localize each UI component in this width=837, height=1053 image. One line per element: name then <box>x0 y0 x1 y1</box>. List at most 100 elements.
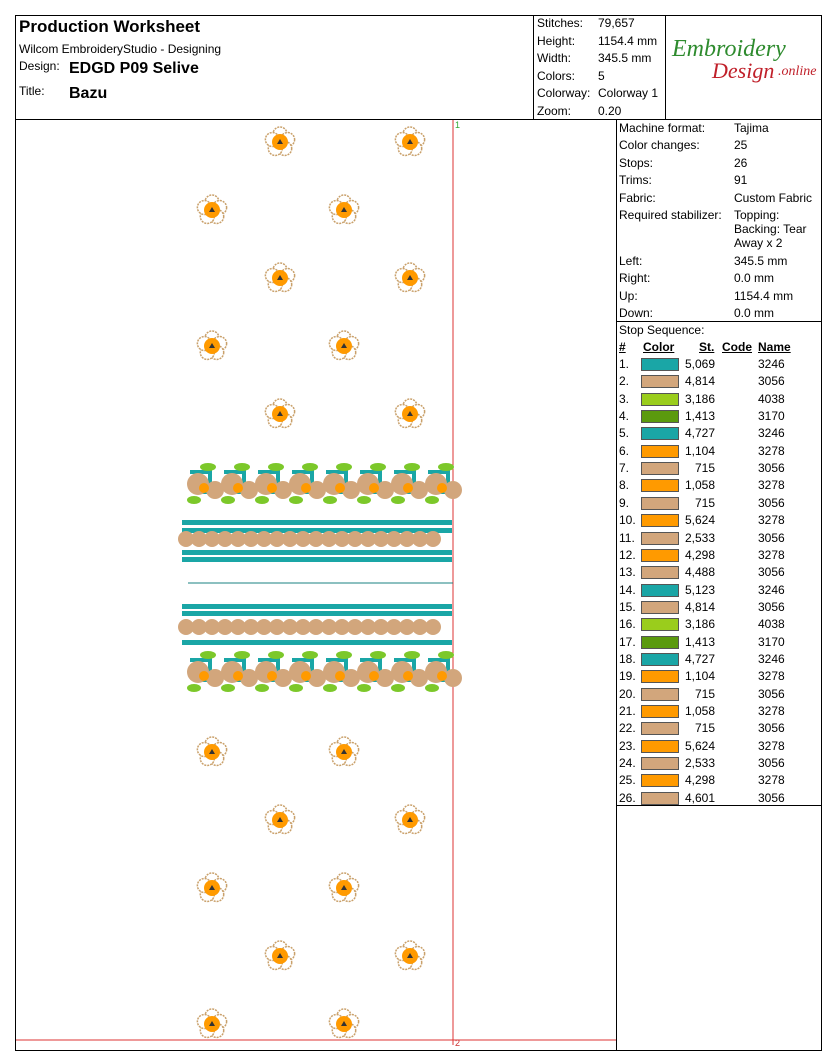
design-name: EDGD P09 Selive <box>69 60 199 77</box>
stitch-art <box>204 619 220 635</box>
stitch-count: 715 <box>694 686 715 701</box>
summary-value: 0.20 <box>598 103 622 118</box>
stitch-art <box>373 531 389 547</box>
thread-name: 3278 <box>758 478 785 493</box>
stitch-art <box>323 684 337 692</box>
section-heading: Stop Sequence: <box>619 323 705 337</box>
stitch-art <box>437 483 447 493</box>
color-swatch <box>641 462 679 476</box>
color-swatch <box>641 496 679 510</box>
info-value: 26 <box>734 155 748 170</box>
stitch-art <box>336 651 352 659</box>
row-number: 4. <box>619 409 630 424</box>
border <box>15 15 16 1051</box>
column-header: # <box>619 340 626 354</box>
logo: Design <box>712 58 775 83</box>
stitch-art <box>336 463 352 471</box>
color-swatch <box>641 670 679 684</box>
thread-name: 3246 <box>758 357 785 371</box>
stitch-count: 4,727 <box>684 651 715 666</box>
info-value: 91 <box>734 173 748 188</box>
stitch-count: 4,814 <box>684 599 715 614</box>
stitch-count: 2,533 <box>684 530 715 545</box>
summary-value: 1154.4 mm <box>598 33 658 48</box>
stitch-art <box>341 1021 347 1026</box>
stitch-art <box>289 496 303 504</box>
stitch-art <box>182 528 452 533</box>
stitch-art <box>321 619 337 635</box>
info-value: 345.5 mm <box>734 254 788 268</box>
row-number: 7. <box>619 461 630 476</box>
stitch-art <box>178 619 194 635</box>
stitch-art <box>412 531 428 547</box>
title: Production Worksheet <box>19 17 201 36</box>
stitch-art <box>308 481 326 499</box>
info-label: Color changes: <box>619 138 700 153</box>
design-label: Design: <box>19 59 60 73</box>
thread-name: 3246 <box>758 426 785 441</box>
stitch-count: 2,533 <box>684 756 715 771</box>
stitch-art <box>347 531 363 547</box>
stitch-art <box>302 651 318 659</box>
stitch-art <box>277 139 283 144</box>
border <box>533 15 534 120</box>
thread-name: 3056 <box>758 686 785 701</box>
stitch-count: 5,069 <box>684 357 715 371</box>
info-label: Required stabilizer: <box>619 208 722 222</box>
thread-name: 3170 <box>758 409 785 424</box>
stitch-art <box>234 463 250 471</box>
stitch-art <box>407 953 413 958</box>
stitch-art <box>267 483 277 493</box>
summary-value: Colorway 1 <box>598 86 659 100</box>
stitch-art <box>342 669 360 687</box>
stitch-count: 1,058 <box>684 478 715 493</box>
thread-name: 3056 <box>758 530 785 545</box>
stitch-art <box>438 463 454 471</box>
stitch-art <box>404 651 420 659</box>
stitch-art <box>334 619 350 635</box>
stitch-art <box>399 619 415 635</box>
stitch-art <box>256 531 272 547</box>
stitch-art <box>444 669 462 687</box>
color-swatch <box>641 618 679 632</box>
stitch-art <box>282 531 298 547</box>
row-number: 14. <box>619 582 636 597</box>
color-swatch <box>641 583 679 597</box>
stitch-art <box>404 463 420 471</box>
color-swatch <box>641 757 679 771</box>
stitch-art <box>301 483 311 493</box>
info-label: Trims: <box>619 173 652 188</box>
stitch-count: 4,727 <box>684 426 715 441</box>
color-swatch <box>641 444 679 458</box>
stitch-art <box>425 496 439 504</box>
row-number: 8. <box>619 478 630 493</box>
summary-label: Width: <box>537 51 572 65</box>
thread-name: 4038 <box>758 391 785 406</box>
thread-name: 3056 <box>758 599 785 614</box>
marker: 1 <box>455 120 461 130</box>
summary-value: 79,657 <box>598 16 635 30</box>
stitch-art <box>444 481 462 499</box>
row-number: 16. <box>619 617 636 632</box>
stitch-art <box>191 531 207 547</box>
row-number: 2. <box>619 374 630 389</box>
stitch-art <box>438 651 454 659</box>
info-value: 0.0 mm <box>734 306 775 321</box>
marker: 2 <box>455 1038 461 1048</box>
stitch-art <box>386 531 402 547</box>
stitch-art <box>274 669 292 687</box>
stitch-art <box>277 275 283 280</box>
stitch-art <box>357 496 371 504</box>
stitch-art <box>376 669 394 687</box>
row-number: 26. <box>619 790 636 805</box>
stitch-art <box>206 481 224 499</box>
stitch-count: 4,488 <box>684 565 715 580</box>
stitch-art <box>209 343 215 348</box>
stitch-art <box>209 207 215 212</box>
stitch-count: 5,624 <box>684 513 715 528</box>
stitch-art <box>399 531 415 547</box>
thread-name: 3278 <box>758 547 785 562</box>
thread-name: 3246 <box>758 651 785 666</box>
border <box>616 321 822 322</box>
thread-name: 3056 <box>758 374 785 389</box>
